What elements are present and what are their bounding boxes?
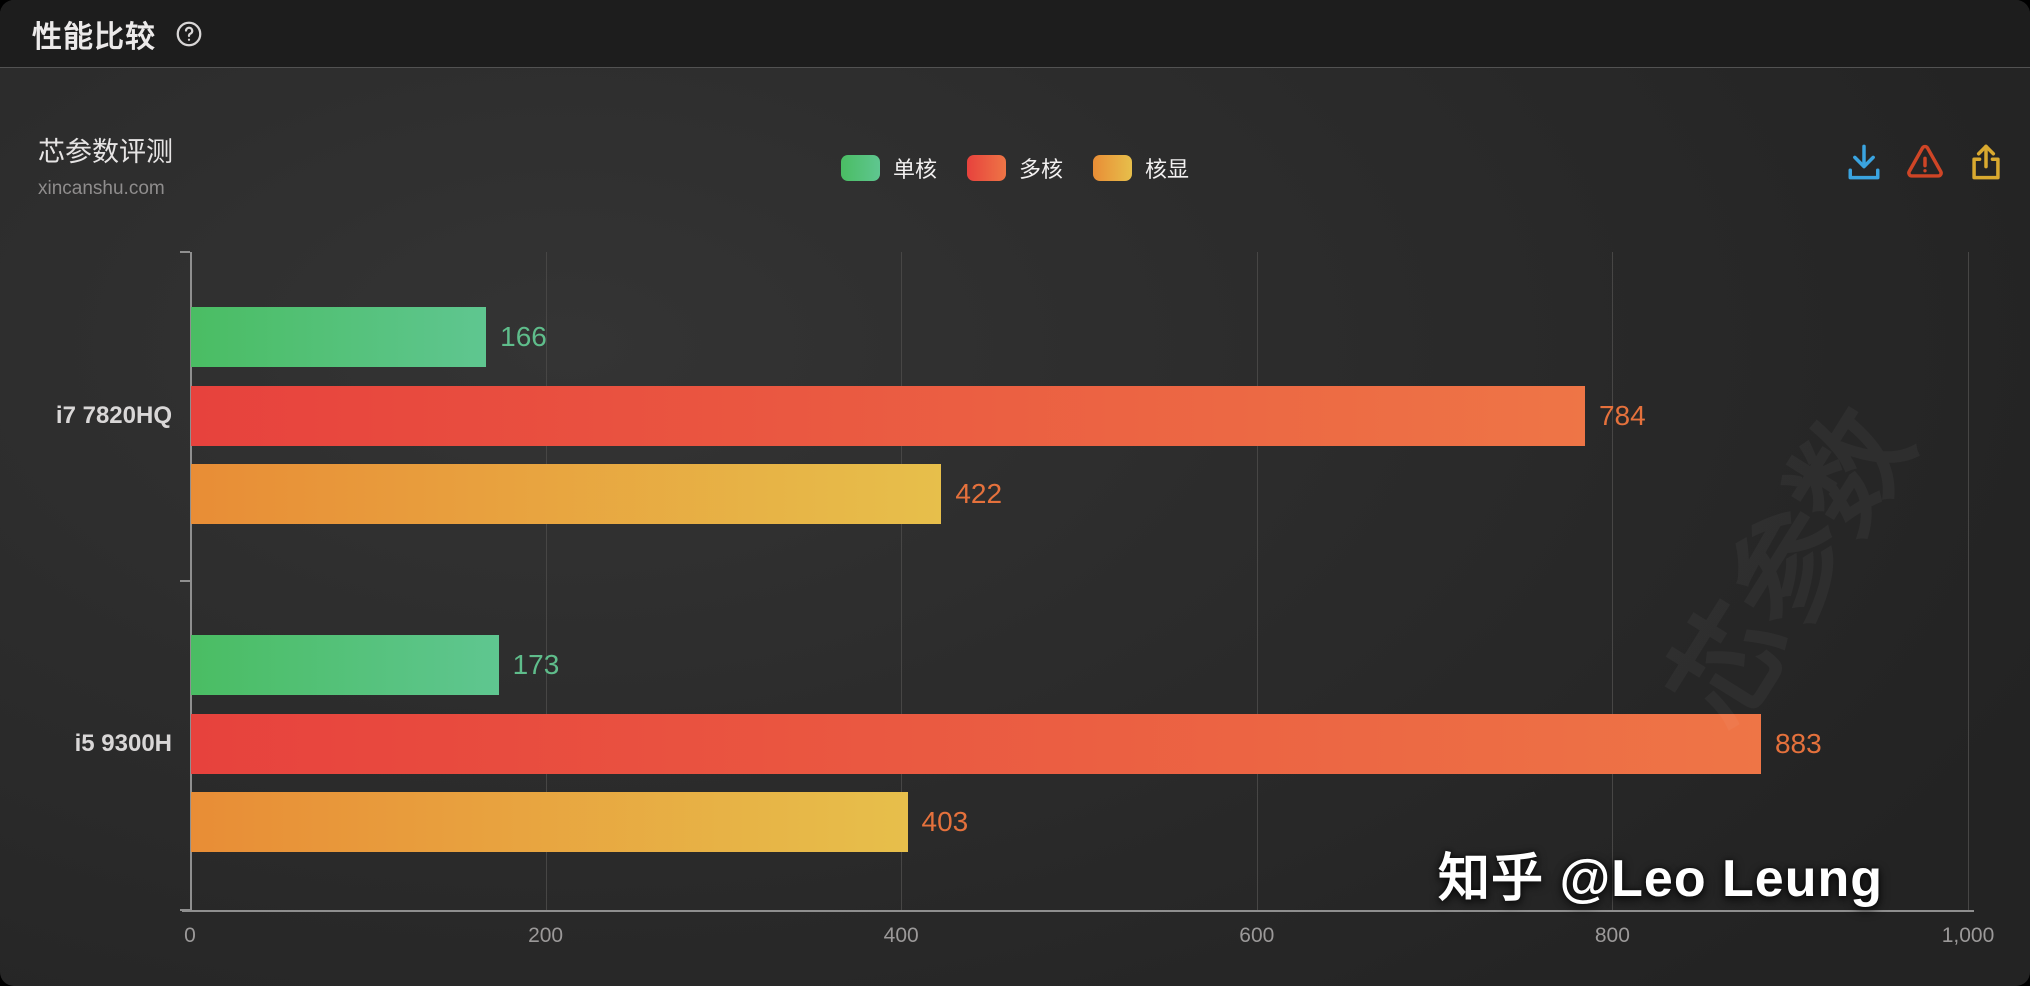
gridline bbox=[1612, 252, 1614, 910]
legend-label: 核显 bbox=[1145, 157, 1190, 182]
legend-label: 多核 bbox=[1018, 157, 1063, 182]
bar-value-label: 403 bbox=[921, 806, 969, 837]
x-axis-tick-label: 0 bbox=[184, 924, 196, 947]
x-axis-tick-label: 1,000 bbox=[1941, 924, 1995, 947]
bar-多核-i5 9300H[interactable] bbox=[191, 714, 1761, 774]
legend-swatch-single-core bbox=[840, 155, 880, 181]
category-label: i7 7820HQ bbox=[55, 401, 172, 429]
y-axis-line bbox=[190, 252, 192, 910]
category-label: i5 9300H bbox=[74, 729, 172, 757]
gridline bbox=[1256, 252, 1258, 910]
gridline bbox=[901, 252, 903, 910]
x-axis-tick-label: 400 bbox=[883, 924, 919, 947]
share-icon[interactable] bbox=[1964, 140, 2008, 184]
legend-label: 单核 bbox=[892, 157, 937, 182]
source-url: xincanshu.com bbox=[38, 178, 165, 199]
help-circle-icon[interactable] bbox=[174, 19, 204, 49]
zhihu-watermark: 知乎 @Leo Leung bbox=[1438, 850, 1884, 908]
bar-单核-i5 9300H[interactable] bbox=[191, 635, 499, 695]
bar-单核-i7 7820HQ[interactable] bbox=[191, 307, 487, 367]
bar-value-label: 166 bbox=[500, 321, 547, 352]
warning-icon[interactable] bbox=[1903, 140, 1947, 184]
y-axis-tick bbox=[180, 251, 190, 253]
legend-item-single-core[interactable]: 单核 bbox=[840, 152, 937, 184]
x-axis-tick-label: 800 bbox=[1594, 924, 1630, 947]
bar-value-label: 883 bbox=[1774, 728, 1822, 759]
x-axis-tick-label: 600 bbox=[1239, 924, 1275, 947]
bar-value-label: 173 bbox=[512, 649, 560, 680]
chart-legend: 单核 多核 核显 bbox=[0, 152, 2030, 184]
page-title: 性能比较 bbox=[32, 20, 156, 54]
download-icon[interactable] bbox=[1842, 140, 1886, 184]
gridline bbox=[545, 252, 547, 910]
x-axis-line bbox=[182, 910, 1974, 912]
legend-item-multi-core[interactable]: 多核 bbox=[966, 152, 1063, 184]
legend-swatch-igpu bbox=[1093, 155, 1132, 181]
title-bar: 性能比较 bbox=[0, 0, 2030, 68]
bar-核显-i7 7820HQ[interactable] bbox=[191, 464, 942, 524]
bar-value-label: 422 bbox=[955, 478, 1003, 509]
source-name: 芯参数评测 bbox=[38, 137, 173, 167]
bar-多核-i7 7820HQ[interactable] bbox=[191, 386, 1585, 446]
legend-swatch-multi-core bbox=[966, 155, 1006, 181]
bar-value-label: 784 bbox=[1598, 400, 1646, 431]
gridline bbox=[1968, 252, 1969, 910]
x-axis-tick-label: 200 bbox=[528, 924, 564, 947]
y-axis-tick bbox=[180, 580, 190, 582]
legend-item-igpu[interactable]: 核显 bbox=[1093, 152, 1189, 184]
chart-toolbar bbox=[1842, 140, 2008, 184]
y-axis-tick bbox=[180, 909, 190, 911]
bar-核显-i5 9300H[interactable] bbox=[191, 792, 908, 852]
